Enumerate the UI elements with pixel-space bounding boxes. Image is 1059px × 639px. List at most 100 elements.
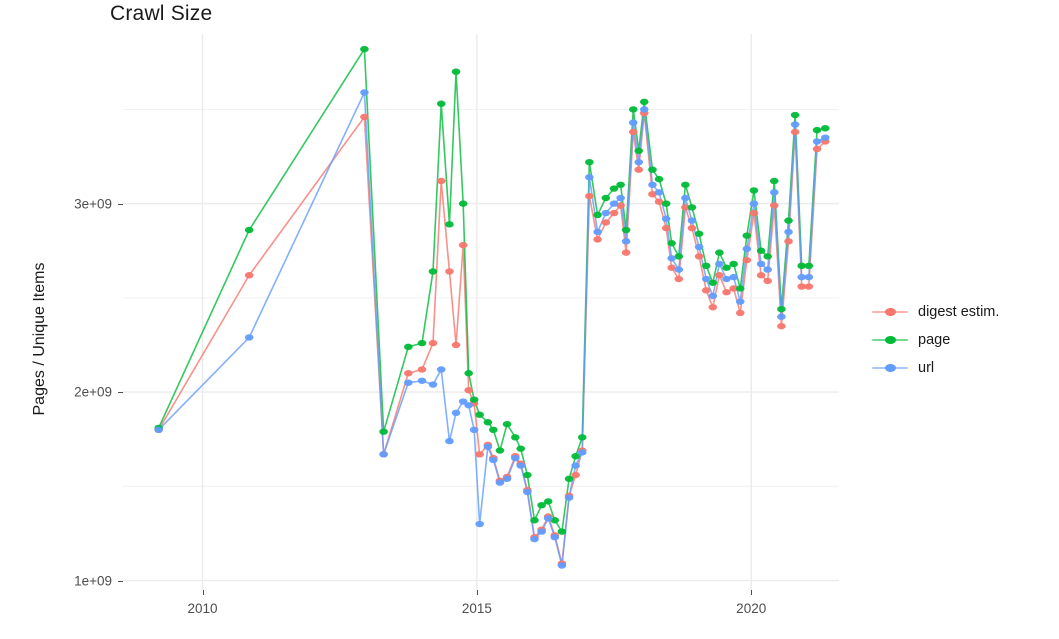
plot-panel (123, 34, 839, 590)
data-point (475, 520, 484, 528)
x-tick-label: 2010 (187, 601, 218, 616)
x-tick-mark (476, 590, 478, 595)
data-point (735, 298, 745, 305)
legend-dot (884, 336, 896, 344)
data-point (763, 253, 772, 260)
data-point (667, 255, 676, 262)
data-point (777, 313, 786, 320)
series-points-page (154, 45, 830, 535)
data-point (417, 377, 427, 384)
data-point (722, 264, 731, 271)
data-point (537, 501, 546, 509)
legend-item-digestestim[interactable]: digest estim. (872, 298, 1052, 326)
data-point (812, 145, 822, 153)
plot-svg (123, 34, 839, 590)
data-point (404, 379, 413, 386)
data-point (543, 498, 553, 505)
data-point (557, 562, 567, 569)
data-point (609, 185, 619, 192)
data-point (585, 174, 594, 181)
data-point (674, 253, 684, 260)
data-point (516, 445, 526, 452)
data-point (715, 249, 724, 256)
data-point (510, 434, 520, 441)
data-point (451, 341, 461, 349)
data-point (749, 209, 759, 217)
data-point (445, 437, 454, 445)
data-point (687, 224, 697, 232)
data-point (715, 260, 724, 268)
data-point (769, 177, 779, 185)
data-point (417, 339, 427, 347)
data-point (790, 111, 800, 119)
data-point (451, 68, 461, 75)
data-point (749, 200, 759, 207)
data-point (557, 528, 567, 535)
data-point (475, 451, 484, 458)
data-point (735, 309, 745, 317)
data-point (489, 426, 498, 433)
data-point (593, 228, 602, 236)
legend-item-page[interactable]: page (872, 326, 1052, 354)
data-point (593, 211, 602, 219)
data-point (654, 189, 664, 196)
data-point (708, 292, 718, 300)
data-point (784, 238, 793, 245)
y-tick-label: 1e+09 (74, 573, 112, 589)
data-point (621, 249, 631, 256)
data-point (820, 125, 830, 132)
data-point (722, 275, 731, 283)
data-point (436, 100, 446, 107)
data-point (687, 204, 697, 211)
data-point (661, 224, 671, 232)
data-point (601, 219, 611, 226)
data-point (681, 181, 690, 188)
data-point (628, 106, 638, 113)
data-point (812, 126, 822, 134)
data-point (537, 528, 546, 535)
data-point (784, 228, 793, 236)
data-point (621, 226, 631, 234)
data-point (735, 285, 745, 292)
data-point (445, 221, 454, 228)
x-tick-label: 2020 (736, 601, 767, 616)
data-point (654, 175, 664, 183)
data-point (428, 381, 438, 388)
data-point (648, 166, 657, 173)
data-point (379, 451, 388, 458)
data-point (681, 204, 690, 211)
data-point (404, 343, 413, 351)
legend-key-icon (872, 359, 908, 377)
data-point (654, 198, 664, 205)
data-point (616, 202, 625, 209)
data-point (585, 158, 594, 166)
data-point (681, 194, 690, 202)
data-point (502, 420, 512, 428)
data-point (729, 260, 738, 268)
data-point (694, 243, 704, 251)
data-point (756, 272, 766, 279)
data-point (763, 266, 772, 273)
data-point (495, 479, 505, 486)
legend-key-icon (872, 303, 908, 321)
y-tick-label: 2e+09 (74, 384, 112, 400)
data-point (742, 232, 752, 239)
data-point (360, 89, 369, 96)
data-point (585, 192, 594, 200)
data-point (742, 256, 752, 264)
legend-item-url[interactable]: url (872, 354, 1052, 382)
y-tick-mark (118, 203, 123, 205)
data-point (464, 370, 473, 377)
data-point (417, 366, 427, 373)
data-point (483, 443, 493, 450)
data-point (154, 426, 163, 433)
data-point (756, 247, 766, 254)
data-point (694, 253, 704, 260)
data-point (804, 262, 814, 270)
data-point (458, 200, 468, 207)
data-point (489, 456, 498, 464)
data-point (742, 245, 752, 253)
data-point (593, 236, 602, 243)
data-point (475, 411, 484, 418)
data-point (445, 268, 454, 275)
